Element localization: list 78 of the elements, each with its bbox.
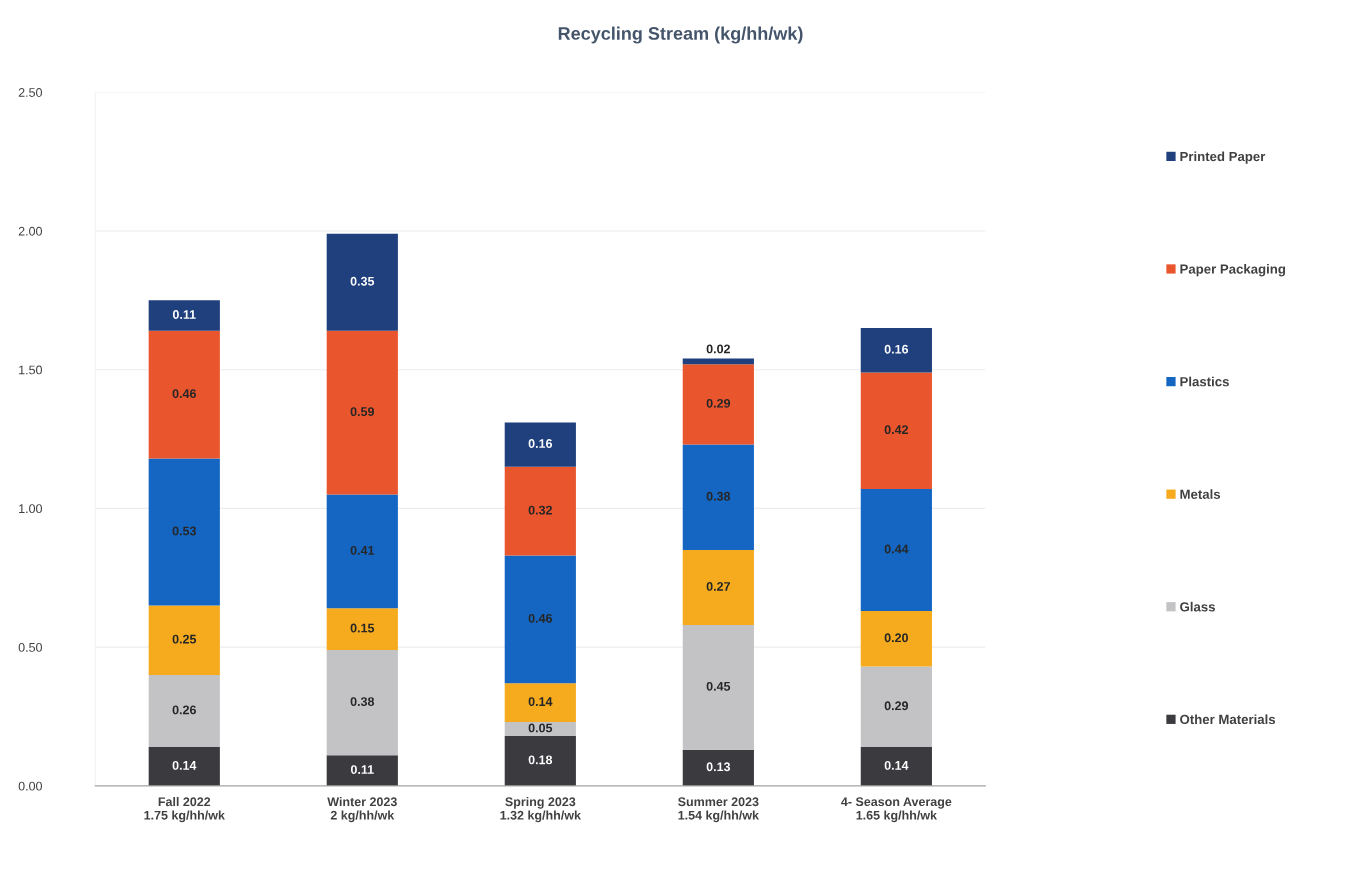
data-label: 0.14 (884, 760, 909, 770)
bar (504, 722, 576, 736)
legend-label: Plastics (1180, 376, 1229, 387)
bar (326, 494, 398, 609)
y-tick-label: 1.50 (19, 365, 43, 375)
bar (148, 458, 220, 606)
bar (860, 611, 932, 667)
data-label: 0.14 (172, 760, 197, 770)
data-label: 0.02 (706, 344, 730, 354)
legend-label: Other Materials (1180, 714, 1276, 725)
x-tick-label: Fall 2022 1.75 kg/hh/wk (144, 796, 225, 823)
bar (860, 666, 932, 748)
y-tick-label: 0.00 (18, 781, 43, 791)
data-label: 0.18 (528, 755, 553, 765)
bar (860, 328, 932, 373)
bar (504, 466, 576, 556)
data-label: 0.29 (884, 701, 909, 711)
bar (326, 330, 398, 495)
data-label: 0.16 (884, 344, 909, 354)
y-tick-label: 1.00 (19, 504, 43, 514)
x-tick-label: Spring 2023 1.32 kg/hh/wk (500, 796, 581, 823)
data-label: 0.16 (528, 439, 553, 448)
bar (326, 755, 398, 786)
data-label: 0.41 (350, 545, 375, 555)
data-label: 0.42 (884, 425, 909, 435)
bar (504, 683, 576, 723)
data-label: 0.11 (350, 765, 374, 774)
y-tick-label: 0.50 (18, 642, 43, 652)
bar (326, 608, 398, 650)
data-label: 0.14 (528, 697, 553, 706)
x-tick-label: 4- Season Average 1.65 kg/hh/wk (841, 797, 952, 823)
chart-title: Recycling Stream (kg/hh/wk) (558, 26, 803, 44)
data-label: 0.15 (350, 623, 375, 633)
bar (860, 372, 932, 490)
data-label: 0.46 (528, 613, 553, 623)
data-label: 0.11 (172, 310, 196, 319)
bar (504, 422, 576, 467)
legend-label: Paper Packaging (1180, 264, 1285, 277)
data-label: 0.26 (172, 705, 196, 715)
data-label: 0.46 (172, 389, 196, 399)
bar (682, 749, 754, 786)
data-label: 0.45 (706, 681, 731, 691)
data-label: 0.29 (706, 398, 731, 408)
bar (148, 747, 220, 786)
x-tick-label: Summer 2023 1.54 kg/hh/wk (678, 797, 759, 823)
data-label: 0.20 (884, 633, 909, 643)
data-label: 0.53 (172, 526, 196, 536)
x-tick-label: Winter 2023 2 kg/hh/wk (327, 796, 397, 823)
data-label: 0.05 (528, 723, 553, 733)
legend-label: Metals (1180, 489, 1221, 499)
bar (682, 364, 754, 445)
legend-label: Printed Paper (1180, 151, 1266, 164)
bar (148, 605, 220, 675)
data-label: 0.32 (528, 505, 552, 515)
bar (148, 300, 220, 331)
data-label: 0.25 (172, 634, 197, 644)
data-label: 0.59 (350, 407, 374, 417)
data-label: 0.44 (884, 544, 909, 554)
bar (682, 444, 754, 551)
bar (326, 233, 398, 331)
bar (326, 649, 398, 756)
bar (504, 555, 576, 684)
bar (148, 330, 220, 459)
data-label: 0.38 (350, 697, 375, 707)
bar (148, 674, 220, 748)
bar (682, 624, 754, 750)
bar (504, 735, 576, 786)
bar (682, 550, 754, 625)
bar (860, 489, 932, 612)
data-label: 0.35 (350, 276, 375, 286)
data-label: 0.13 (706, 762, 731, 772)
data-label: 0.38 (706, 491, 731, 501)
data-label: 0.27 (706, 582, 730, 591)
bar (682, 358, 754, 365)
legend-label: Glass (1180, 601, 1215, 612)
y-tick-label: 2.00 (18, 226, 43, 236)
y-tick-label: 2.50 (18, 88, 43, 97)
bar (860, 747, 932, 786)
